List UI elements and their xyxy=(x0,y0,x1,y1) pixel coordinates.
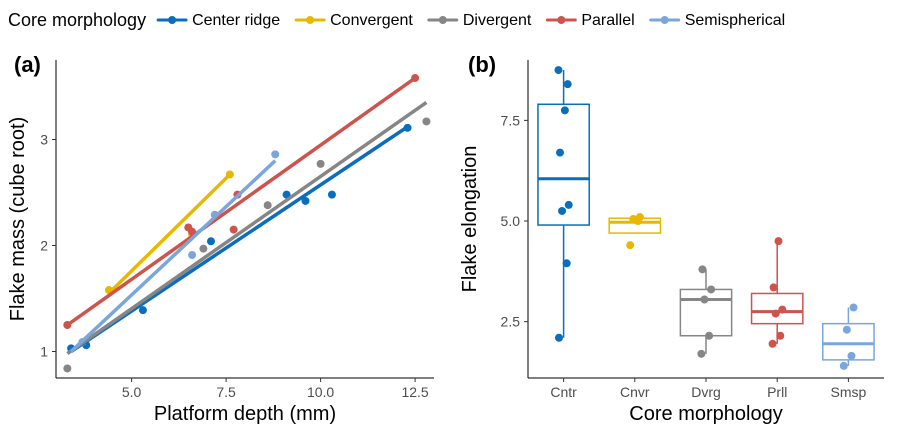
panel-b-point-2-2 xyxy=(700,296,708,304)
panel-a-point-4-1 xyxy=(188,251,196,259)
panel-b-point-0-3 xyxy=(565,201,573,209)
panel-b-x-tick-label-1: Cnvr xyxy=(620,384,650,400)
panel-b-point-0-1 xyxy=(563,259,571,267)
panel-b-point-4-0 xyxy=(840,362,848,370)
panel-b-x-tick-label-4: Smsp xyxy=(831,384,867,400)
panel-a-y-axis-title: Flake mass (cube root) xyxy=(7,117,29,322)
legend-label-3: Parallel xyxy=(581,12,634,29)
legend-label-1: Convergent xyxy=(330,12,413,29)
panel-a-x-axis-title: Platform depth (mm) xyxy=(154,403,336,425)
panel-b-y-tick-label-0: 2.5 xyxy=(501,314,521,330)
panel-a-fit-line-3 xyxy=(67,78,415,325)
panel-b-point-3-1 xyxy=(776,332,784,340)
legend-key-dot-4 xyxy=(661,16,669,24)
panel-a-y-tick-label-2: 3 xyxy=(40,132,48,148)
legend-title: Core morphology xyxy=(8,10,146,30)
panel-b-x-tick-label-0: Cntr xyxy=(550,384,577,400)
panel-b-point-3-4 xyxy=(770,283,778,291)
legend-key-dot-2 xyxy=(439,16,447,24)
panel-a-point-3-3 xyxy=(230,226,238,234)
panel-a-y-tick-label-1: 2 xyxy=(40,238,48,254)
panel-a: (a) 5.0 7.5 10.0 12.5 1 2 3 Platform depth (mm) F… xyxy=(7,52,434,425)
panel-b-point-2-4 xyxy=(698,265,706,273)
panel-b-point-4-3 xyxy=(850,304,858,312)
panel-b-point-2-3 xyxy=(707,285,715,293)
panel-a-point-2-0 xyxy=(63,364,71,372)
panel-b-x-tick-label-2: Dvrg xyxy=(691,384,721,400)
panel-a-point-0-6 xyxy=(328,191,336,199)
panel-b-point-2-1 xyxy=(705,332,713,340)
panel-b-point-0-6 xyxy=(564,80,572,88)
panel-a-y-tick-label-0: 1 xyxy=(40,344,48,360)
panel-b-point-0-5 xyxy=(561,106,569,114)
panel-b-point-3-2 xyxy=(772,310,780,318)
panel-b-x-axis-title: Core morphology xyxy=(629,403,782,425)
panel-b: (b) 2.5 5.0 7.5 Cntr Cnvr Dvrg Prll Smsp Core mor… xyxy=(459,52,884,425)
panel-a-x-tick-label-2: 10.0 xyxy=(307,384,334,400)
panel-a-point-0-3 xyxy=(207,237,215,245)
panel-b-x-tick-label-3: Prll xyxy=(767,384,787,400)
panel-a-fit-line-4 xyxy=(71,161,275,352)
panel-b-point-0-7 xyxy=(554,66,562,74)
panel-b-point-1-3 xyxy=(636,213,644,221)
panel-b-y-axis-title: Flake elongation xyxy=(459,146,481,293)
legend: Core morphology Center ridge Convergent Di… xyxy=(8,10,785,30)
panel-b-point-0-2 xyxy=(558,207,566,215)
panel-b-box-0 xyxy=(538,104,589,225)
panel-a-point-2-4 xyxy=(422,117,430,125)
panel-a-point-2-2 xyxy=(264,201,272,209)
panel-b-point-4-1 xyxy=(847,352,855,360)
panel-b-point-4-2 xyxy=(843,326,851,334)
panel-b-point-3-0 xyxy=(769,340,777,348)
panel-b-box-3 xyxy=(752,293,803,323)
legend-label-0: Center ridge xyxy=(192,12,280,29)
panel-a-x-tick-label-1: 7.5 xyxy=(216,384,236,400)
legend-key-dot-1 xyxy=(306,16,314,24)
panel-a-label: (a) xyxy=(14,52,41,77)
panel-a-fit-line-1 xyxy=(109,174,230,293)
panel-a-point-2-3 xyxy=(317,160,325,168)
panel-a-point-4-3 xyxy=(271,150,279,158)
panel-b-y-tick-label-1: 5.0 xyxy=(501,213,521,229)
legend-label-2: Divergent xyxy=(463,12,532,29)
panel-a-x-tick-label-0: 5.0 xyxy=(122,384,142,400)
panel-a-x-tick-label-3: 12.5 xyxy=(401,384,428,400)
panel-b-label: (b) xyxy=(468,52,496,77)
legend-key-dot-3 xyxy=(557,16,565,24)
panel-b-point-3-5 xyxy=(774,237,782,245)
panel-b-point-1-0 xyxy=(626,241,634,249)
panel-b-y-tick-label-2: 7.5 xyxy=(501,112,521,128)
legend-key-dot-0 xyxy=(168,16,176,24)
panel-b-point-2-0 xyxy=(697,350,705,358)
panel-b-point-0-0 xyxy=(555,334,563,342)
panel-a-fit-line-2 xyxy=(67,102,426,353)
panel-b-point-0-4 xyxy=(556,149,564,157)
legend-label-4: Semispherical xyxy=(685,12,785,29)
panel-a-point-2-1 xyxy=(199,245,207,253)
panel-b-point-3-3 xyxy=(778,306,786,314)
